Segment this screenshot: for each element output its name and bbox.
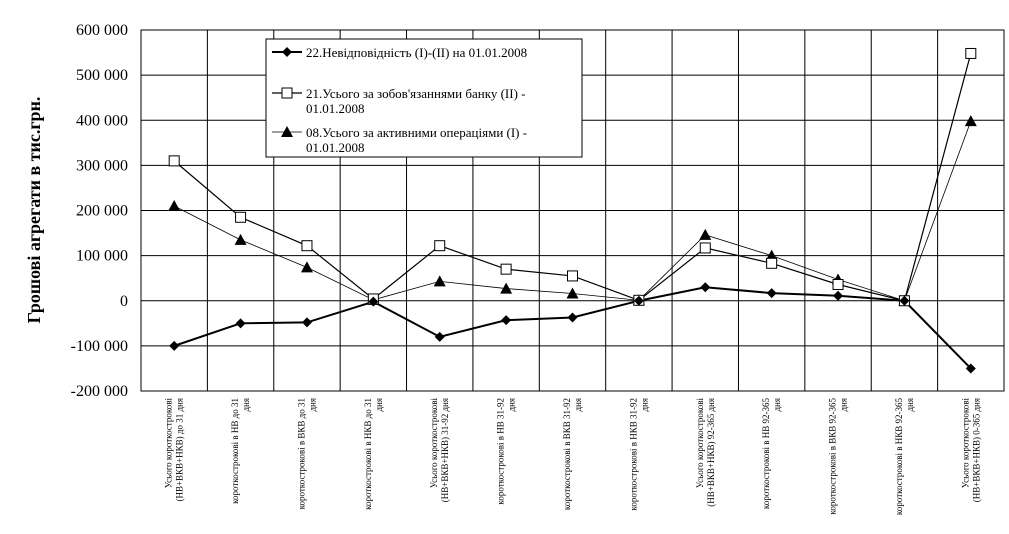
data-point-square [699,242,711,254]
y-axis-label: Грошові агрегати в тис.грн. [24,97,44,324]
x-category-label: Усього короткострокові (НВ+ВКВ+НКВ) до 31… [164,398,185,502]
x-category-label: короткострокові в НКВ 92-365 дня [894,398,915,516]
x-category-label-line: дня [772,398,782,412]
x-category-label: Усього короткострокові (НВ+ВКВ+НКВ) 31-92… [429,398,450,503]
y-tick-label: 500 000 [76,67,128,84]
x-category-label-line: короткострокові в НВ 92-365 [761,398,771,510]
x-category-label-line: дня [905,398,915,412]
data-point-diamond [235,318,246,329]
legend-label-mismatch: 22.Невідповідність (І)-(ІІ) на 01.01.200… [306,45,527,60]
legend-label-liabilities-date: 01.01.2008 [306,101,365,116]
data-point-square [301,240,313,252]
data-point-triangle [168,199,181,211]
data-point-triangle [566,287,579,299]
data-point-diamond [965,363,976,374]
x-category-label: короткострокові в ВКВ 92-365 дня [828,398,849,515]
x-category-label-line: короткострокові в ВКВ до 31 [296,398,306,509]
data-point-diamond [501,315,512,326]
x-category-label-line: короткострокові в НКВ до 31 [363,398,373,510]
x-category-label-line: (НВ+ВКВ+НКВ) 0-365 дня [971,398,981,502]
x-category-label: Усього короткострокові (НВ+ВКВ+НКВ) 0-365… [960,398,981,503]
data-point-triangle [300,261,313,273]
data-point-square [500,263,512,275]
data-point-square [766,257,778,269]
x-category-label-line: дня [507,398,517,412]
x-category-label-line: Усього короткострокові [164,398,174,489]
x-category-label: короткострокові в НВ до 31 дня [230,398,251,504]
data-point-diamond [368,296,379,307]
data-point-diamond [766,288,777,299]
y-tick-label: 600 000 [76,22,128,39]
x-category-label-line: короткострокові в НКВ 31-92 [628,398,638,511]
data-point-diamond [899,295,910,306]
data-point-triangle [699,228,712,240]
x-category-label-line: дня [639,398,649,412]
legend-label-assets: 08.Усього за активними операціями (І) - [306,125,527,140]
x-category-label-line: короткострокові в ВКВ 31-92 [562,398,572,510]
y-tick-label: 0 [120,293,128,310]
x-category-label-line: дня [307,398,317,412]
legend-square-icon [281,87,293,99]
y-tick-label: -200 000 [71,383,128,400]
x-category-label-line: дня [241,398,251,412]
x-category-label: короткострокові в ВКВ до 31 дня [296,398,317,509]
x-category-label-line: короткострокові в НВ до 31 [230,398,240,504]
x-category-label-line: короткострокові в НВ 31-92 [496,398,506,505]
data-point-triangle [500,282,513,294]
data-point-diamond [169,340,180,351]
data-point-diamond [567,312,578,323]
legend-label-liabilities: 21.Усього за зобов'язаннями банку (ІІ) - [306,86,526,101]
y-tick-label: 300 000 [76,157,128,174]
y-axis-ticks: 600 000 500 000 400 000 300 000 200 000 100 0… [71,22,128,400]
series-group [168,47,977,374]
data-point-square [567,270,578,282]
y-tick-label: -100 000 [71,338,128,355]
x-category-label-line: дня [374,398,384,412]
x-category-label-line: (НВ+ВКВ+НКВ) 92-365 дня [706,398,716,507]
x-category-label-line: дня [839,398,849,412]
x-category-label: короткострокові в НВ 92-365 дня [761,398,782,510]
series-line-diamond [173,286,972,370]
data-point-square [965,47,977,59]
data-point-square [168,155,180,167]
data-point-diamond [833,290,844,301]
legend-triangle-icon [281,126,293,137]
x-category-label: короткострокові в НКВ 31-92 дня [628,398,649,511]
data-point-triangle [433,275,446,287]
data-point-triangle [234,233,247,245]
y-tick-label: 400 000 [76,112,128,129]
data-point-square [434,240,446,252]
data-point-triangle [964,115,977,127]
x-category-label: короткострокові в НКВ до 31 дня [363,398,384,510]
x-category-label-line: Усього короткострокові [695,398,705,489]
data-point-diamond [700,282,711,293]
legend-box [265,38,583,158]
x-category-label: короткострокові в ВКВ 31-92 дня [562,398,583,510]
x-category-label-line: Усього короткострокові [429,398,439,489]
y-tick-label: 200 000 [76,203,128,220]
x-category-label-line: (НВ+ВКВ+НКВ) 31-92 дня [440,398,450,502]
legend-label-assets-date: 01.01.2008 [306,140,365,155]
x-category-label-line: короткострокові в НКВ 92-365 [894,398,904,516]
x-category-label: Усього короткострокові (НВ+ВКВ+НКВ) 92-36… [695,398,716,507]
data-point-diamond [301,317,312,328]
data-point-square [832,279,844,291]
data-point-square [235,211,247,223]
legend-diamond-icon [282,47,292,57]
data-point-diamond [434,331,445,342]
y-tick-label: 100 000 [76,248,128,265]
x-category-label: короткострокові в НВ 31-92 дня [496,398,517,505]
x-category-label-line: короткострокові в ВКВ 92-365 [828,398,838,515]
x-category-label-line: Усього короткострокові [960,398,970,489]
data-point-diamond [633,295,644,306]
x-category-label-line: дня [573,398,583,412]
legend: 22.Невідповідність (І)-(ІІ) на 01.01.200… [265,38,583,158]
x-axis-categories: Усього короткострокові (НВ+ВКВ+НКВ) до 31… [164,398,982,516]
x-category-label-line: (НВ+ВКВ+НКВ) до 31 дня [175,398,185,502]
